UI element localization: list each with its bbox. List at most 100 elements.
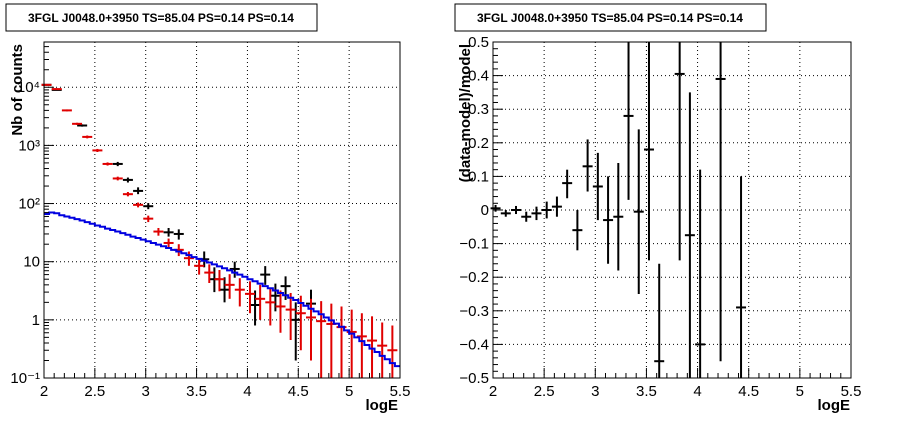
model-point — [285, 292, 296, 341]
model-point — [92, 148, 103, 153]
model-point — [41, 83, 52, 86]
data-point — [173, 229, 184, 240]
model-point — [265, 287, 276, 326]
residuals-panel: 3FGL J0048.0+3950 TS=85.04 PS=0.14 PS=0.… — [454, 3, 861, 414]
counts-ticks: 2 2.5 3 3.5 4 4.5 5 5.5 10⁻¹ 1 10 10² 10³ 10⁴ — [10, 41, 410, 400]
counts-y-tick-label: 1 — [32, 312, 40, 329]
model-point — [102, 162, 113, 166]
data-point — [219, 277, 230, 303]
residuals-x-tick-label: 4 — [693, 383, 701, 400]
residual-point — [623, 42, 634, 200]
residuals-y-tick-label: −0.2 — [459, 269, 489, 286]
residuals-title: 3FGL J0048.0+3950 TS=85.04 PS=0.14 PS=0.… — [477, 11, 743, 25]
counts-x-tick-label: 4.5 — [288, 383, 309, 400]
model-point — [72, 122, 83, 125]
residuals-y-tick-label: 0.5 — [468, 34, 489, 51]
residual-point — [551, 196, 562, 217]
model-point — [234, 278, 245, 307]
residuals-marks — [490, 42, 747, 378]
data-point — [163, 227, 174, 237]
model-point — [326, 303, 337, 378]
residual-point — [572, 210, 583, 251]
counts-y-tick-label: 10² — [18, 196, 40, 213]
model-point — [61, 109, 72, 112]
residuals-y-tick-label: 0.4 — [468, 68, 489, 85]
model-point — [183, 251, 194, 266]
data-point — [229, 261, 240, 278]
residuals-x-tick-label: 4.5 — [738, 383, 759, 400]
residuals-grid — [493, 42, 851, 378]
residuals-x-tick-label: 5 — [796, 383, 804, 400]
model-point — [82, 135, 93, 139]
residual-point — [603, 176, 614, 264]
residual-point — [684, 92, 695, 378]
data-point — [260, 266, 271, 285]
counts-x-axis-title: logE — [366, 397, 399, 414]
residual-point — [592, 152, 603, 221]
counts-y-tick-label: 10⁴ — [17, 79, 40, 96]
residual-point — [490, 204, 501, 212]
counts-x-tick-label: 3 — [142, 383, 150, 400]
counts-frame — [43, 41, 401, 379]
residuals-x-tick-label: 2.5 — [534, 383, 555, 400]
residual-point — [541, 201, 552, 219]
residuals-y-axis-title: (data-model)/model — [457, 44, 474, 182]
residual-point — [643, 42, 654, 261]
model-point — [204, 264, 215, 284]
residuals-x-tick-label: 5.5 — [841, 383, 862, 400]
data-point — [112, 161, 123, 167]
residuals-y-tick-label: −0.4 — [459, 336, 489, 353]
model-point — [163, 238, 174, 249]
data-point — [143, 203, 154, 210]
model-point — [51, 88, 62, 91]
data-point — [77, 124, 88, 127]
residuals-y-tick-label: 0.1 — [468, 168, 489, 185]
residuals-title-box — [454, 3, 767, 32]
data-point — [133, 187, 144, 195]
residuals-y-tick-label: 0.3 — [468, 101, 489, 118]
counts-y-tick-label: 10 — [23, 254, 40, 271]
data-point — [122, 177, 133, 183]
counts-y-tick-label: 10³ — [18, 137, 40, 154]
model-point — [112, 176, 123, 181]
residuals-x-tick-label: 3 — [591, 383, 599, 400]
model-point — [224, 274, 235, 299]
counts-grid — [44, 42, 400, 378]
residual-point — [511, 205, 522, 215]
residuals-y-tick-label: −0.5 — [459, 370, 489, 387]
counts-title: 3FGL J0048.0+3950 TS=85.04 PS=0.14 PS=0.… — [28, 11, 294, 25]
counts-y-tick-label: 10⁻¹ — [10, 370, 40, 387]
residual-point — [531, 206, 542, 221]
data-point — [290, 302, 301, 361]
data-point — [250, 290, 261, 326]
model-point — [153, 227, 164, 236]
counts-title-box — [5, 3, 318, 32]
residual-point — [521, 211, 532, 222]
model-point — [194, 258, 205, 275]
residual-point — [562, 169, 573, 199]
residuals-x-tick-label: 3.5 — [636, 383, 657, 400]
residuals-y-tick-label: 0.2 — [468, 135, 489, 152]
residuals-y-tick-label: 0 — [481, 202, 489, 219]
model-point — [133, 202, 144, 208]
model-point — [336, 306, 347, 378]
source-model-line — [44, 211, 400, 368]
residual-point — [654, 263, 665, 378]
residual-point — [500, 210, 511, 217]
model-point — [275, 290, 286, 333]
counts-x-tick-label: 4 — [243, 383, 251, 400]
counts-panel: 3FGL J0048.0+3950 TS=85.04 PS=0.14 PS=0.… — [5, 3, 410, 414]
residual-point — [736, 176, 747, 378]
counts-x-tick-label: 3.5 — [186, 383, 207, 400]
model-point — [367, 316, 378, 378]
residual-point — [613, 162, 624, 271]
residuals-ticks: 2 2.5 3 3.5 4 4.5 5 5.5 −0.5 −0.4 −0.3 −0.2 −0.1 0 0.1… — [459, 34, 861, 400]
residual-point — [674, 42, 685, 261]
residuals-y-tick-label: −0.1 — [459, 236, 489, 253]
model-point — [244, 281, 255, 314]
model-point — [122, 191, 133, 197]
model-point — [214, 269, 225, 292]
residual-point — [695, 169, 706, 378]
